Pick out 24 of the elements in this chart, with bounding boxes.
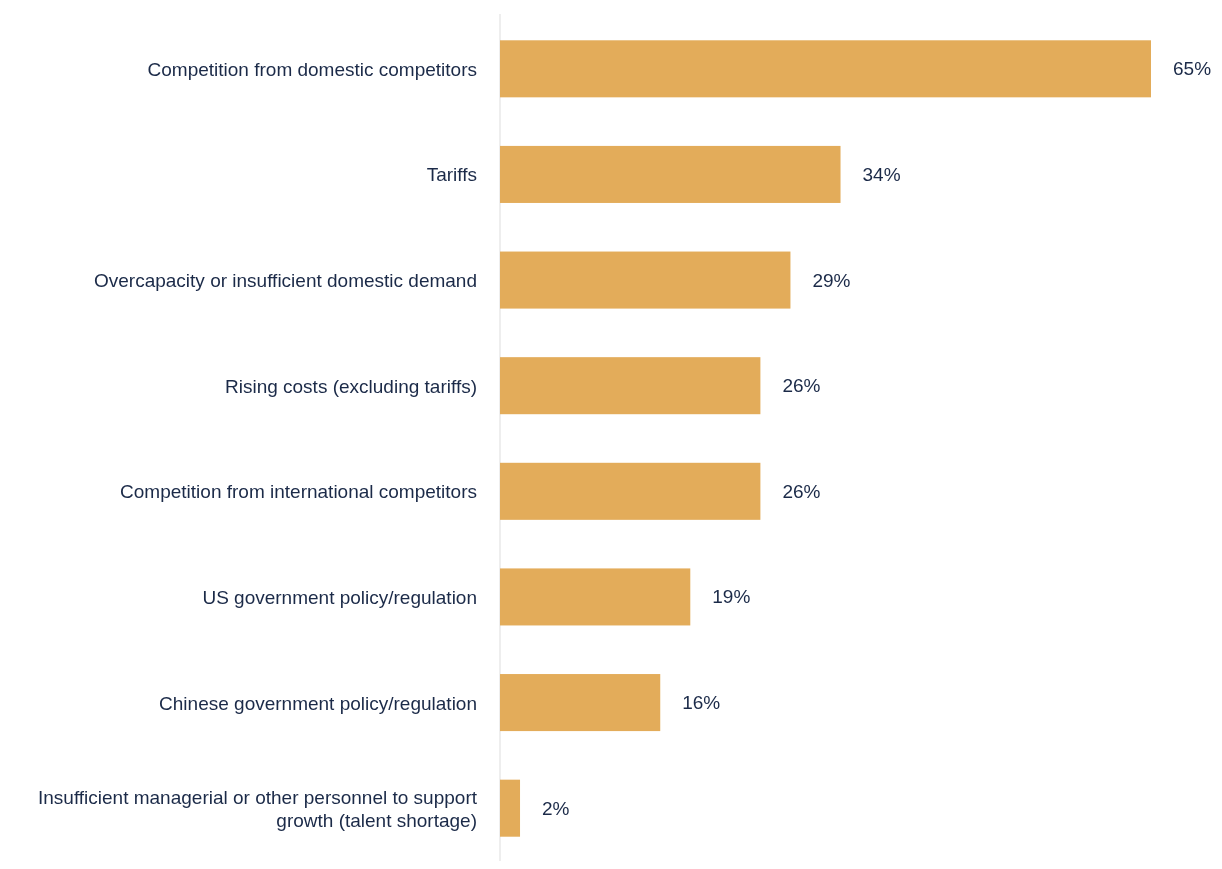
bar	[500, 357, 761, 415]
data-label: 65%	[1173, 58, 1212, 80]
data-label: 26%	[782, 375, 821, 397]
bar	[500, 674, 661, 732]
y-tick-label: US government policy/regulation	[202, 586, 477, 608]
y-tick-label: Insufficient managerial or other personnel to support growth (talent shortage)	[37, 786, 478, 831]
data-label: 26%	[782, 480, 821, 502]
data-label: 16%	[682, 692, 721, 714]
bar	[500, 462, 761, 520]
bar	[500, 779, 521, 837]
data-label: 34%	[862, 163, 901, 185]
y-tick-label: Chinese government policy/regulation	[159, 692, 477, 714]
data-label: 19%	[712, 586, 751, 608]
y-tick-label: Overcapacity or insufficient domestic demand	[94, 269, 477, 291]
y-tick-label: Tariffs	[426, 163, 477, 185]
y-tick-label: Rising costs (excluding tariffs)	[224, 375, 477, 397]
bar	[500, 145, 841, 203]
bar	[500, 40, 1151, 98]
y-tick-label: Competition from international competitors	[120, 480, 477, 502]
data-label: 2%	[542, 797, 570, 819]
bar	[500, 251, 791, 309]
y-tick-label: Competition from domestic competitors	[147, 58, 477, 80]
bar	[500, 568, 691, 626]
data-label: 29%	[812, 269, 851, 291]
